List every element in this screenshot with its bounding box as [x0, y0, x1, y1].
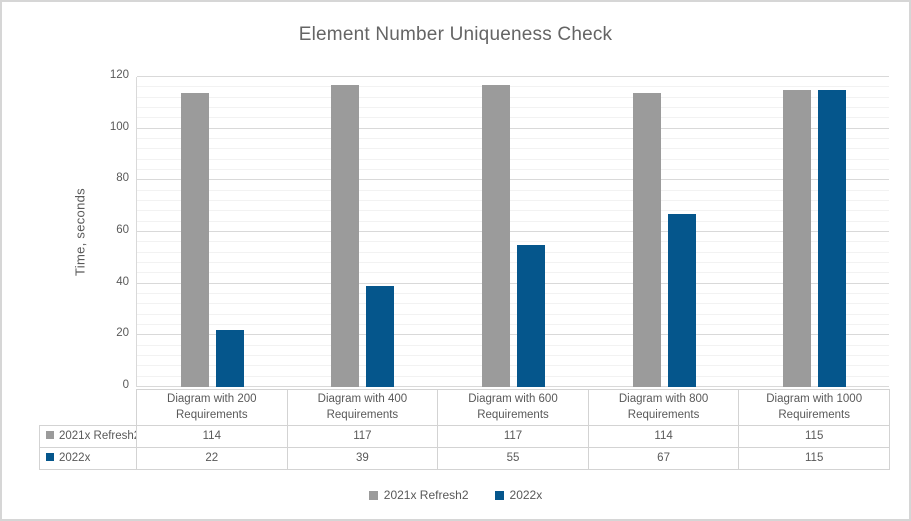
- minor-gridline: [137, 313, 889, 315]
- bar-2022x-cat3: [517, 244, 545, 387]
- chart-title: Element Number Uniqueness Check: [298, 24, 613, 45]
- plot-area: [136, 76, 889, 387]
- table-corner-cell: [40, 390, 137, 426]
- major-gridline: [137, 179, 889, 181]
- minor-gridline: [137, 117, 889, 119]
- minor-gridline: [137, 200, 889, 201]
- value-cell: 114: [136, 425, 288, 448]
- category-header-cell: Diagram with 400 Requirements: [286, 389, 439, 426]
- minor-gridline: [137, 107, 889, 108]
- minor-gridline: [137, 365, 889, 367]
- value-cell: 55: [437, 447, 589, 470]
- minor-gridline: [137, 251, 889, 253]
- legend-marker-icon: [368, 490, 378, 500]
- major-gridline: [137, 282, 889, 284]
- value-cell: 117: [437, 425, 589, 448]
- value-cell: 22: [136, 447, 288, 470]
- legend-item-2022x: 2022x: [494, 488, 543, 502]
- major-gridline: [137, 76, 889, 77]
- bar-2021x-refresh2-cat2: [331, 84, 360, 387]
- major-gridline: [137, 231, 889, 232]
- minor-gridline: [137, 210, 889, 212]
- table-row-2021x-refresh2: 2021x Refresh2 114 117 117 114 115: [39, 425, 890, 448]
- value-cell: 115: [738, 447, 890, 470]
- y-tick-label: 20: [116, 327, 129, 340]
- value-cell: 39: [286, 447, 439, 470]
- value-cell: 67: [587, 447, 740, 470]
- category-header-cell: Diagram with 200 Requirements: [136, 389, 288, 426]
- value-cell: 114: [587, 425, 740, 448]
- minor-gridline: [137, 262, 889, 263]
- value-cell: 115: [738, 425, 890, 448]
- series-label-cell: 2021x Refresh2: [39, 425, 137, 448]
- minor-gridline: [137, 220, 889, 222]
- category-header-cell: Diagram with 800 Requirements: [587, 389, 740, 426]
- minor-gridline: [137, 158, 889, 160]
- y-tick-label: 60: [116, 224, 129, 236]
- bar-2021x-refresh2-cat5: [783, 89, 812, 387]
- table-row-2022x: 2022x 22 39 55 67 115: [39, 447, 890, 470]
- y-tick-label: 0: [122, 379, 129, 391]
- minor-gridline: [137, 293, 889, 294]
- bar-2021x-refresh2-cat1: [180, 92, 209, 387]
- category-header-cell: Diagram with 600 Requirements: [437, 389, 589, 426]
- minor-gridline: [137, 138, 889, 139]
- major-gridline: [137, 334, 889, 336]
- table-header-row: Diagram with 200 Requirements Diagram wit…: [40, 389, 890, 426]
- legend-label: 2022x: [509, 488, 543, 502]
- category-header-cell: Diagram with 1000 Requirements: [738, 389, 890, 426]
- legend: 2021x Refresh2 2022x: [2, 488, 909, 502]
- minor-gridline: [137, 272, 889, 274]
- minor-gridline: [137, 86, 889, 88]
- y-tick-label: 80: [116, 172, 129, 185]
- minor-gridline: [137, 189, 889, 191]
- major-gridline: [137, 127, 889, 129]
- y-tick-label: 100: [109, 120, 129, 133]
- bar-2021x-refresh2-cat4: [632, 92, 661, 387]
- minor-gridline: [137, 324, 889, 325]
- y-axis-tick-labels: 0 20 40 60 80 100 120: [2, 69, 129, 391]
- y-tick-label: 120: [109, 69, 129, 81]
- x-axis-line: [137, 386, 889, 387]
- legend-marker-icon: [494, 490, 504, 500]
- series-label-cell: 2022x: [39, 447, 137, 470]
- minor-gridline: [137, 344, 889, 346]
- data-table: Diagram with 200 Requirements Diagram wit…: [39, 389, 890, 470]
- bar-2022x-cat4: [667, 213, 696, 387]
- bar-2022x-cat2: [366, 286, 395, 387]
- minor-gridline: [137, 96, 889, 98]
- bar-2022x-cat1: [215, 330, 244, 387]
- minor-gridline: [137, 148, 889, 150]
- minor-gridline: [137, 375, 889, 377]
- legend-item-2021x-refresh2: 2021x Refresh2: [368, 488, 469, 502]
- minor-gridline: [137, 355, 889, 356]
- minor-gridline: [137, 303, 889, 305]
- bar-2022x-cat5: [818, 89, 847, 387]
- y-tick-label: 40: [116, 275, 129, 288]
- series-marker-icon: [46, 430, 54, 439]
- minor-gridline: [137, 169, 889, 170]
- value-cell: 117: [286, 425, 439, 448]
- series-marker-icon: [46, 452, 54, 461]
- bar-2021x-refresh2-cat3: [482, 84, 510, 387]
- minor-gridline: [137, 241, 889, 243]
- legend-label: 2021x Refresh2: [383, 488, 469, 502]
